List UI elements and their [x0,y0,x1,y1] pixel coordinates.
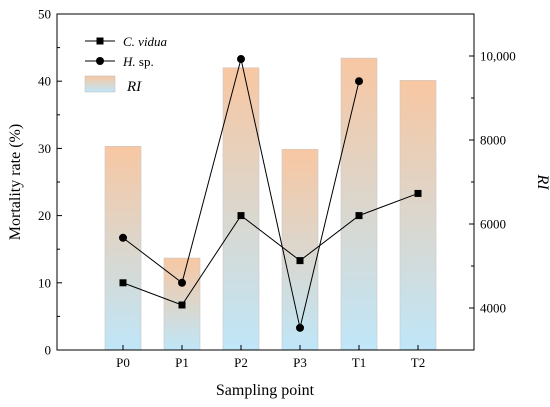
right-axis-label: RI [534,173,550,190]
x-axis-label: Sampling point [216,382,315,399]
left-tick-label: 50 [38,7,51,22]
bar-group [104,57,437,351]
bar-p3 [281,148,319,351]
legend-hsp-suffix: sp. [136,54,154,69]
left-axis: 0 10 20 30 40 50 [38,7,62,358]
marker-circle-p0 [119,233,127,242]
marker-circle-p3 [296,323,304,332]
legend-cvidua-prefix: C. [123,34,135,49]
left-tick-label: 30 [38,141,51,156]
legend-cvidua-marker [96,37,104,45]
marker-group [119,55,422,332]
left-tick-label: 0 [45,343,52,358]
legend: C. vidua H. sp. RI [84,34,168,95]
legend-ri-label: RI [126,79,142,95]
x-tick-label-t1: T1 [352,355,366,370]
bar-p0 [104,146,142,351]
right-tick-label: 4000 [480,301,506,316]
marker-square-p2 [237,212,245,220]
marker-square-t2 [414,189,422,197]
left-tick-label: 10 [38,275,51,290]
legend-cvidua-label: C. vidua [123,34,168,49]
legend-ri-swatch [84,75,116,93]
x-tick-label-p0: P0 [116,355,130,370]
marker-circle-p1 [178,278,186,287]
marker-circle-p2 [237,55,245,64]
marker-square-p1 [178,301,186,309]
x-tick-label-t2: T2 [411,355,425,370]
bar-p2 [222,67,260,351]
line-series-0 [122,192,419,306]
marker-square-t1 [355,212,363,220]
x-tick-label-p2: P2 [234,355,248,370]
legend-hsp-prefix: H. [122,54,136,69]
x-tick-label-p3: P3 [293,355,307,370]
legend-hsp-marker [96,57,104,65]
legend-hsp-label: H. sp. [122,54,154,69]
left-tick-label: 40 [38,74,51,89]
bar-t1 [340,57,378,351]
left-axis-label: Mortality rate (%) [7,124,24,240]
right-tick-label: 10,000 [480,49,516,64]
left-tick-label: 20 [38,208,51,223]
bar-t2 [399,80,437,351]
x-axis: P0 P1 P2 P3 T1 T2 [116,345,425,370]
right-axis: 4000 6000 8000 10,000 [469,49,516,316]
marker-circle-t1 [355,77,363,86]
legend-cvidua-suffix: vidua [135,34,168,49]
x-tick-label-p1: P1 [175,355,189,370]
right-tick-label: 8000 [480,133,506,148]
marker-square-p0 [119,279,127,287]
right-tick-label: 6000 [480,217,506,232]
marker-square-p3 [296,257,304,265]
